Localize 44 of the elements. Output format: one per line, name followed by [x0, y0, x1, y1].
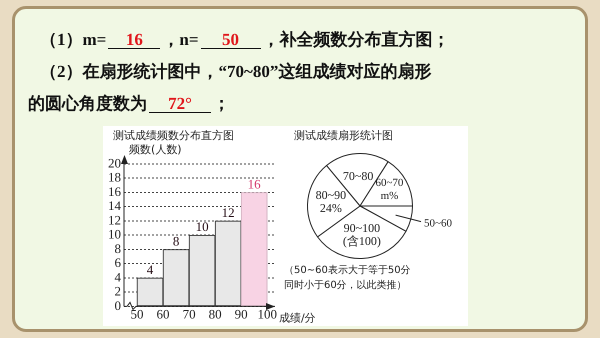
y-tick-label: 16 [108, 184, 122, 199]
y-tick-label: 10 [108, 226, 121, 242]
data-label: 24% [320, 200, 342, 215]
y-tick-label: 20 [108, 155, 121, 170]
y-tick-label: 8 [114, 240, 121, 256]
x-axis-title: 成绩/分 [279, 311, 316, 324]
data-label: 4 [146, 262, 154, 277]
slice-label: 80~90 [316, 188, 346, 202]
y-tick-label: 14 [108, 198, 122, 214]
slice-label: 90~100 [344, 221, 380, 235]
x-tick-label: 60 [156, 306, 170, 322]
slice-label: 50~60 [424, 218, 452, 230]
text: （50~60表示大于等于50分 [284, 264, 411, 277]
text: （2）在扇形统计图中，“70~80”这组成绩对应的扇形 [40, 62, 432, 81]
x-tick-label: 80 [208, 306, 222, 322]
x-tick-label: 90 [234, 306, 248, 322]
text: ，n= [162, 30, 199, 49]
chart-title: 测试成绩扇形统计图 [294, 128, 393, 143]
data-label: 12 [222, 204, 235, 220]
y-tick-label: 4 [114, 269, 122, 284]
y-tick-label: 2 [114, 284, 121, 299]
data-label: 10 [196, 219, 209, 234]
y-tick-label: 12 [108, 212, 121, 228]
y-axis-title: 频数(人数) [129, 142, 182, 156]
y-tick-label: 6 [114, 255, 122, 270]
text: （1）m= [40, 30, 106, 49]
text: (含100) [342, 234, 381, 248]
x-tick-label: 70 [182, 306, 196, 322]
text: 同时小于60分，以此类推） [284, 278, 407, 292]
data-label: 16 [248, 176, 262, 192]
text: ； [213, 94, 230, 113]
chart-title: 测试成绩频数分布直方图 [113, 128, 234, 143]
data-label: m% [380, 190, 398, 202]
text: 72° [149, 94, 211, 113]
x-tick-label: 100 [257, 306, 277, 322]
text: 50 [200, 30, 261, 49]
y-tick-label: 18 [108, 170, 121, 185]
text: 的圆心角度数为 [28, 94, 147, 113]
y-tick-label: 0 [114, 298, 121, 313]
slice-label: 60~70 [375, 177, 404, 190]
text: ，补全频数分布直方图； [262, 30, 450, 49]
data-label: 8 [172, 233, 180, 248]
x-tick-label: 50 [130, 306, 144, 322]
slice-label: 70~80 [342, 168, 374, 183]
